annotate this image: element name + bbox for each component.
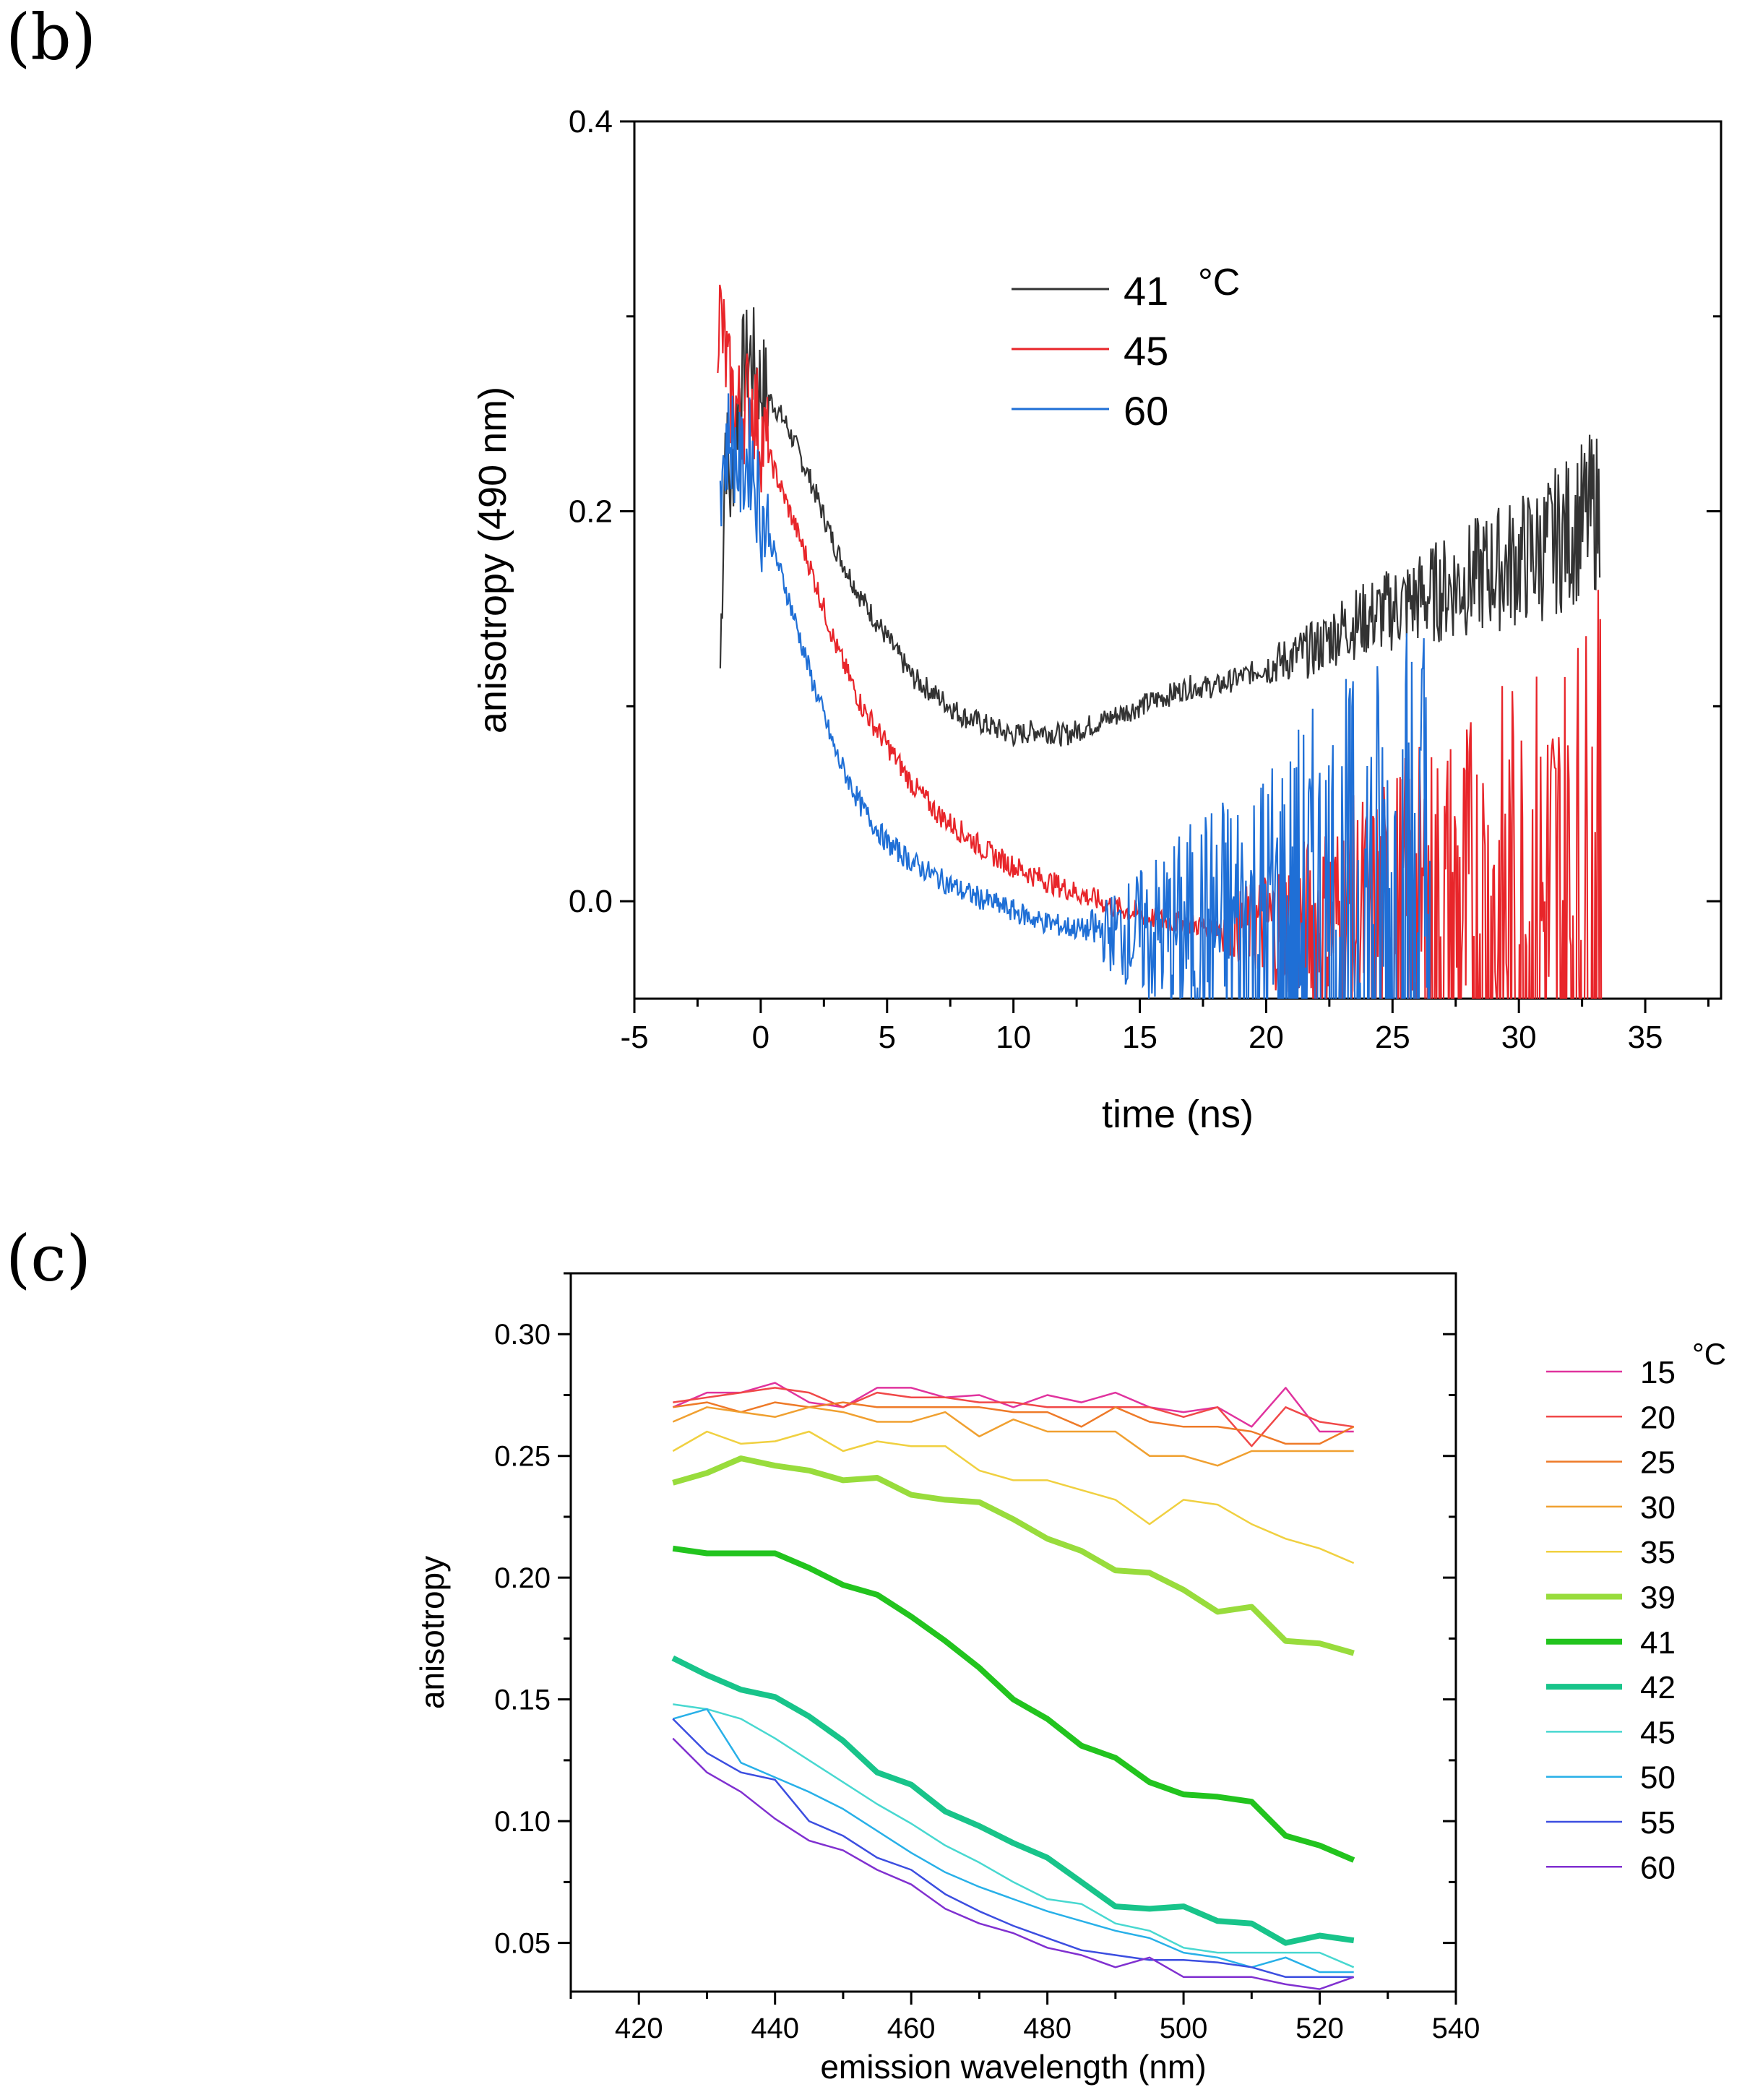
x-tick-label: -5 <box>620 1020 648 1055</box>
x-tick-label: 0 <box>752 1020 769 1055</box>
series-line-25 <box>673 1401 1355 1445</box>
y-tick-label: 0.4 <box>569 104 613 139</box>
legend-label-60: 60 <box>1124 388 1168 434</box>
panel-label-c: (c) <box>6 1221 91 1296</box>
x-tick-label: 15 <box>1122 1020 1157 1055</box>
legend-label-39: 39 <box>1640 1580 1676 1616</box>
x-tick-label: 25 <box>1375 1020 1410 1055</box>
plot-frame <box>633 120 1722 1000</box>
legend-label-45: 45 <box>1124 328 1168 374</box>
x-tick-label: 460 <box>887 2013 936 2044</box>
y-tick-label: 0.20 <box>494 1562 551 1594</box>
y-tick-label: 0.2 <box>569 494 613 530</box>
legend-title: °C <box>1198 262 1240 304</box>
legend-label-50: 50 <box>1640 1760 1676 1796</box>
legend-label-60: 60 <box>1640 1850 1676 1885</box>
series-line-30 <box>672 1406 1354 1467</box>
legend-label-45: 45 <box>1640 1715 1676 1750</box>
series-line-50 <box>672 1708 1354 1974</box>
legend-title: °C <box>1692 1337 1726 1371</box>
series-line-55 <box>672 1718 1354 1979</box>
x-axis-label: time (ns) <box>1102 1093 1254 1136</box>
legend-label-20: 20 <box>1640 1400 1676 1435</box>
series-line-41 <box>719 307 1601 748</box>
x-tick-label: 540 <box>1432 2013 1480 2044</box>
series-line-41 <box>672 1545 1355 1863</box>
x-tick-label: 480 <box>1023 2013 1071 2044</box>
legend-label-41: 41 <box>1124 268 1168 314</box>
y-tick-label: 0.10 <box>494 1806 551 1838</box>
series-line-45 <box>673 1703 1355 1968</box>
x-axis-label: emission wavelength (nm) <box>820 2048 1206 2086</box>
legend-label-35: 35 <box>1640 1535 1676 1570</box>
series-line-60 <box>672 1737 1355 1990</box>
x-tick-label: 500 <box>1160 2013 1208 2044</box>
legend-label-42: 42 <box>1640 1670 1676 1705</box>
legend-label-41: 41 <box>1640 1625 1676 1661</box>
series-line-60 <box>719 393 1431 999</box>
x-tick-label: 5 <box>879 1020 896 1055</box>
y-axis-label: anisotropy <box>413 1556 451 1709</box>
y-tick-label: 0.05 <box>494 1928 551 1960</box>
x-tick-label: 520 <box>1295 2013 1344 2044</box>
x-tick-label: 440 <box>751 2013 799 2044</box>
y-axis-label: anisotropy (490 nm) <box>471 387 514 733</box>
plot-frame <box>569 1272 1457 1993</box>
x-tick-label: 10 <box>996 1020 1031 1055</box>
legend-label-25: 25 <box>1640 1445 1676 1481</box>
chart-c-anisotropy-spectra: 420 440 460 480 500 520 540 0.05 0.10 0.15 0.20 0.2… <box>413 1272 1726 2086</box>
series-line-39 <box>672 1455 1355 1656</box>
panel-label-b: (b) <box>6 0 96 74</box>
y-tick-label: 0.30 <box>494 1319 551 1351</box>
legend-label-15: 15 <box>1640 1355 1676 1390</box>
x-tick-label: 20 <box>1249 1020 1284 1055</box>
series-line-15 <box>672 1382 1354 1433</box>
traces <box>717 284 1603 999</box>
series-line-20 <box>673 1387 1354 1447</box>
y-tick-label: 0.25 <box>494 1441 551 1473</box>
legend-label-55: 55 <box>1640 1805 1676 1841</box>
legend-label-30: 30 <box>1640 1490 1676 1525</box>
series-line-42 <box>671 1655 1355 1946</box>
x-tick-label: 35 <box>1628 1020 1663 1055</box>
x-tick-label: 420 <box>615 2013 663 2044</box>
y-tick-label: 0.15 <box>494 1684 551 1716</box>
x-tick-label: 30 <box>1501 1020 1537 1055</box>
chart-b-time-resolved-anisotropy: -5 0 5 10 15 20 25 30 35 0.0 0.2 0.4 time (ns) anisot… <box>471 104 1722 1136</box>
series-line-35 <box>672 1430 1355 1565</box>
y-tick-label: 0.0 <box>569 884 613 919</box>
